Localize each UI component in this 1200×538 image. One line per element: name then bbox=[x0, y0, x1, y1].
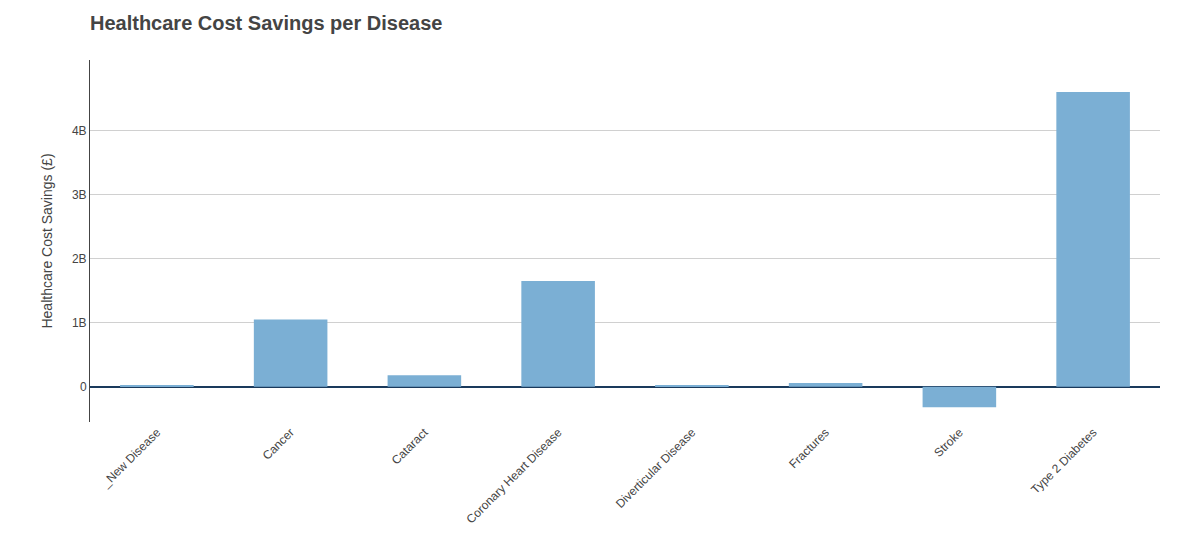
svg-text:_New Disease: _New Disease bbox=[98, 425, 164, 491]
svg-text:Fractures: Fractures bbox=[786, 425, 832, 471]
svg-text:Diverticular Disease: Diverticular Disease bbox=[613, 425, 699, 511]
svg-text:Healthcare Cost Savings per Di: Healthcare Cost Savings per Disease bbox=[90, 12, 442, 34]
svg-text:Cataract: Cataract bbox=[389, 425, 431, 467]
svg-text:2B: 2B bbox=[72, 252, 87, 266]
svg-text:4B: 4B bbox=[72, 124, 87, 138]
svg-text:Healthcare Cost Savings (£): Healthcare Cost Savings (£) bbox=[39, 153, 55, 328]
svg-text:Cancer: Cancer bbox=[260, 425, 297, 462]
svg-text:Coronary Heart Disease: Coronary Heart Disease bbox=[464, 425, 565, 526]
svg-text:Stroke: Stroke bbox=[931, 425, 966, 460]
svg-text:1B: 1B bbox=[72, 316, 87, 330]
svg-text:Type 2 Diabetes: Type 2 Diabetes bbox=[1028, 425, 1099, 496]
svg-text:0: 0 bbox=[80, 380, 87, 394]
svg-text:3B: 3B bbox=[72, 188, 87, 202]
